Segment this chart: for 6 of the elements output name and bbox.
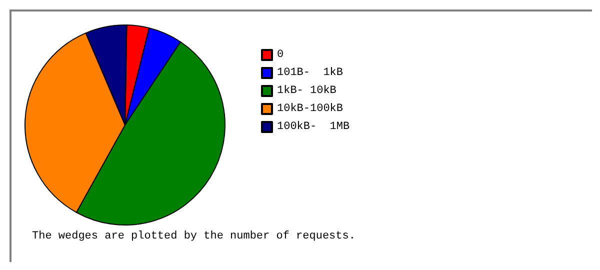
- text: The wedges are plotted by the number of requests.: [32, 230, 356, 242]
- legend-label: 0: [277, 49, 284, 61]
- legend-label: 100kB- 1MB: [277, 121, 350, 133]
- legend-label: 1kB- 10kB: [277, 85, 337, 97]
- legend-label: 101B- 1kB: [277, 67, 344, 79]
- legend-label: 10kB-100kB: [277, 103, 344, 115]
